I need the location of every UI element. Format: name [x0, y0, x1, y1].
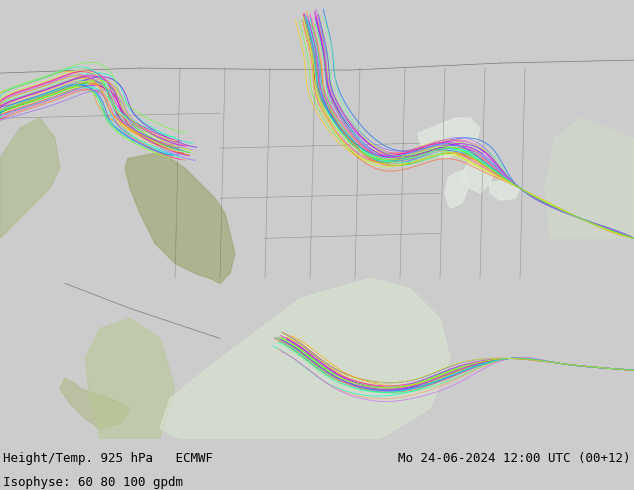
Text: Isophyse: 60 80 100 gpdm: Isophyse: 60 80 100 gpdm — [3, 476, 183, 489]
Polygon shape — [462, 153, 495, 193]
Polygon shape — [418, 118, 480, 158]
Polygon shape — [125, 153, 235, 283]
Polygon shape — [490, 178, 520, 200]
Polygon shape — [85, 318, 175, 439]
Polygon shape — [545, 118, 634, 238]
Polygon shape — [160, 278, 450, 439]
Text: Mo 24-06-2024 12:00 UTC (00+12): Mo 24-06-2024 12:00 UTC (00+12) — [399, 452, 631, 466]
Text: Height/Temp. 925 hPa   ECMWF: Height/Temp. 925 hPa ECMWF — [3, 452, 213, 466]
Polygon shape — [60, 378, 130, 429]
Polygon shape — [445, 170, 468, 208]
Polygon shape — [0, 118, 60, 238]
